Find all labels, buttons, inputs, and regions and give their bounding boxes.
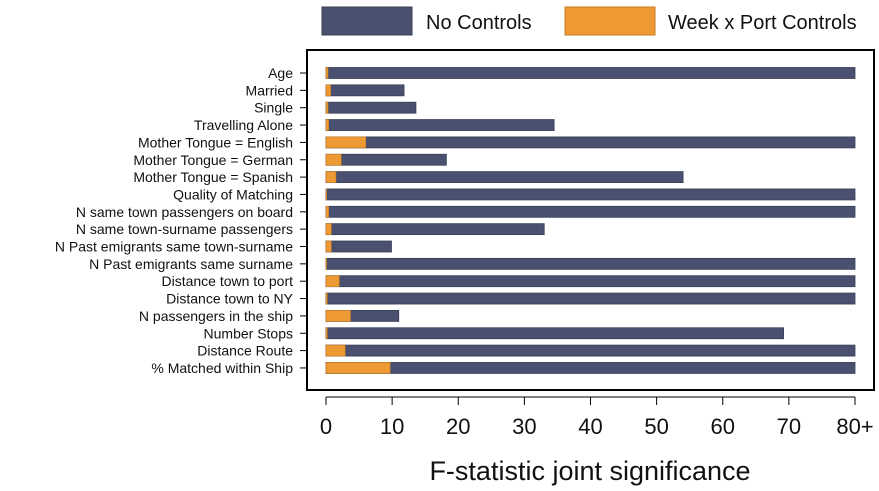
category-label-n-past-emigrants-same-surname: N Past emigrants same surname	[89, 256, 293, 272]
category-label-n-same-town-passengers-on-board: N same town passengers on board	[76, 204, 293, 220]
bars-week-port-controls	[325, 67, 391, 374]
bar-no-controls-n-same-town-surname-passengers	[325, 223, 545, 236]
x-tick-label: 70	[777, 414, 801, 439]
category-label-distance-town-to-port: Distance town to port	[161, 273, 293, 289]
bar-no-controls-age	[325, 67, 856, 79]
category-label-distance-town-to-ny: Distance town to NY	[166, 291, 293, 307]
bar-no-controls-single	[325, 101, 417, 114]
bar-week-port-controls-matched-within-ship	[325, 362, 391, 374]
category-label-single: Single	[254, 100, 293, 116]
bar-week-port-controls-distance-town-to-port	[325, 275, 340, 288]
x-tick-label: 60	[711, 414, 735, 439]
bar-no-controls-mother-tongue-spanish	[325, 171, 684, 184]
category-label-n-passengers-in-the-ship: N passengers in the ship	[139, 308, 293, 324]
x-tick-label: 40	[578, 414, 602, 439]
bar-week-port-controls-n-past-emigrants-same-surname	[325, 258, 327, 270]
category-label-mother-tongue-english: Mother Tongue = English	[138, 134, 293, 150]
bar-week-port-controls-distance-route	[325, 344, 346, 357]
bar-week-port-controls-n-same-town-passengers-on-board	[325, 206, 329, 218]
bar-no-controls-matched-within-ship	[325, 362, 856, 374]
x-axis-title: F-statistic joint significance	[429, 456, 750, 486]
bar-no-controls-number-stops	[325, 327, 784, 340]
category-label-age: Age	[268, 65, 293, 81]
category-label-mother-tongue-german: Mother Tongue = German	[133, 152, 293, 168]
bar-week-port-controls-quality-of-matching	[325, 188, 327, 201]
legend-label-week-port-controls: Week x Port Controls	[668, 12, 857, 34]
category-label-n-past-emigrants-same-town-surname: N Past emigrants same town-surname	[55, 239, 293, 255]
bar-week-port-controls-n-past-emigrants-same-town-surname	[325, 240, 332, 253]
bar-week-port-controls-age	[325, 67, 329, 79]
bar-no-controls-distance-town-to-port	[325, 275, 856, 288]
bar-week-port-controls-mother-tongue-english	[325, 136, 366, 149]
bar-no-controls-distance-route	[325, 344, 856, 357]
x-tick-label: 20	[446, 414, 470, 439]
legend: No Controls Week x Port Controls	[321, 6, 857, 36]
bar-no-controls-n-past-emigrants-same-surname	[325, 257, 856, 270]
legend-swatch-no-controls	[321, 6, 413, 36]
x-tick-label: 50	[644, 414, 668, 439]
category-label-matched-within-ship: % Matched within Ship	[151, 360, 293, 376]
category-label-distance-route: Distance Route	[197, 343, 293, 359]
legend-swatch-week-port-controls	[564, 6, 656, 36]
bar-week-port-controls-n-passengers-in-the-ship	[325, 310, 351, 322]
x-tick-label: 10	[380, 414, 404, 439]
bar-no-controls-n-past-emigrants-same-town-surname	[325, 240, 392, 253]
bar-week-port-controls-n-same-town-surname-passengers	[325, 223, 332, 235]
bar-week-port-controls-mother-tongue-spanish	[325, 171, 337, 183]
plot-frame	[306, 49, 875, 391]
bar-week-port-controls-married	[325, 84, 331, 97]
category-label-travelling-alone: Travelling Alone	[194, 117, 293, 133]
category-label-married: Married	[246, 82, 293, 98]
bar-week-port-controls-distance-town-to-ny	[325, 292, 328, 305]
x-tick-label: 80+	[836, 414, 873, 439]
x-tick-label: 30	[512, 414, 536, 439]
bar-week-port-controls-single	[325, 101, 329, 114]
bar-week-port-controls-number-stops	[325, 327, 328, 340]
legend-label-no-controls: No Controls	[426, 12, 532, 34]
x-tick-label: 0	[320, 414, 332, 439]
bar-no-controls-distance-town-to-ny	[325, 292, 856, 305]
bar-no-controls-quality-of-matching	[325, 188, 856, 201]
bar-no-controls-mother-tongue-english	[325, 136, 856, 149]
bar-week-port-controls-travelling-alone	[325, 119, 329, 131]
category-label-quality-of-matching: Quality of Matching	[173, 186, 293, 202]
bar-no-controls-married	[325, 84, 405, 97]
category-label-n-same-town-surname-passengers: N same town-surname passengers	[76, 221, 293, 237]
x-ticks: 0 10 20 30 40 50 60 70 80+	[320, 397, 874, 439]
bar-no-controls-mother-tongue-german	[325, 153, 447, 166]
bar-no-controls-travelling-alone	[325, 119, 555, 131]
bar-week-port-controls-mother-tongue-german	[325, 153, 342, 166]
category-label-number-stops: Number Stops	[204, 325, 293, 341]
bar-no-controls-n-same-town-passengers-on-board	[325, 205, 856, 218]
category-label-mother-tongue-spanish: Mother Tongue = Spanish	[133, 169, 293, 185]
bars-no-controls	[325, 67, 856, 374]
